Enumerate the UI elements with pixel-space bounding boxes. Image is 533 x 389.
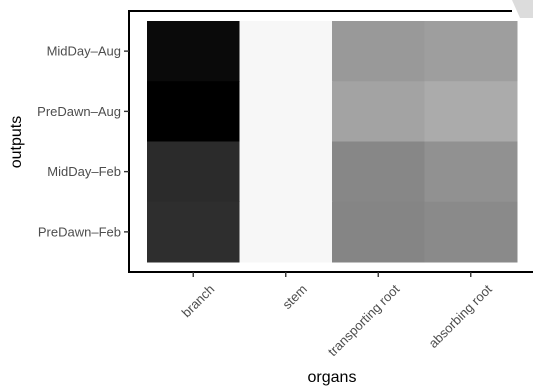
heatmap-cell	[424, 81, 518, 142]
y-tick-label: PreDawn–Feb	[38, 224, 121, 239]
heatmap-cell	[332, 141, 425, 203]
heatmap-cell	[332, 201, 425, 263]
heatmap-cell	[332, 21, 425, 82]
y-tick-label: MidDay–Aug	[47, 44, 121, 59]
corner-shape	[512, 0, 533, 18]
heatmap-cell	[147, 141, 240, 203]
x-tick-label: stem	[279, 282, 310, 313]
y-tick-label: MidDay–Feb	[47, 164, 121, 179]
x-tick-label: branch	[179, 282, 218, 321]
heatmap-cells	[147, 21, 518, 263]
y-axis-title: outputs	[8, 116, 25, 168]
heatmap-cell	[147, 201, 240, 263]
x-axis-title: organs	[308, 369, 357, 386]
heatmap-cell	[239, 21, 333, 82]
y-tick-label: PreDawn–Aug	[37, 104, 121, 119]
y-axis-ticks: MidDay–Aug PreDawn–Aug MidDay–Feb PreDawn–F…	[37, 44, 129, 239]
x-tick-label: absorbing root	[425, 281, 495, 351]
heatmap-cell	[239, 201, 333, 263]
x-axis-ticks: branch stem transporting root absorbing roo…	[179, 272, 495, 359]
heatmap-cell	[332, 81, 425, 142]
heatmap-cell	[147, 21, 240, 82]
heatmap-cell	[424, 21, 518, 82]
heatmap-cell	[424, 201, 518, 263]
heatmap-cell	[424, 141, 518, 203]
heatmap-cell	[239, 81, 333, 142]
heatmap-cell	[147, 81, 240, 142]
x-tick-label: transporting root	[325, 281, 403, 359]
heatmap-cell	[239, 141, 333, 203]
